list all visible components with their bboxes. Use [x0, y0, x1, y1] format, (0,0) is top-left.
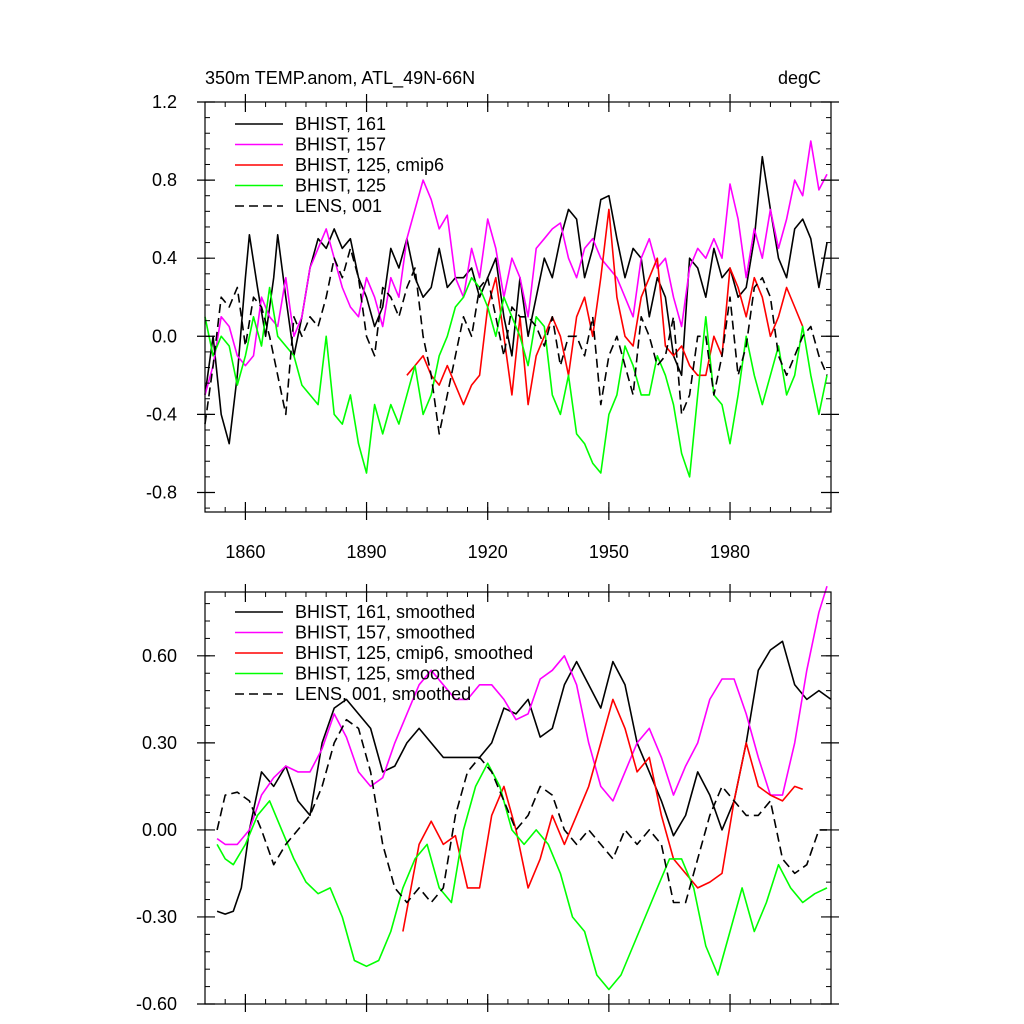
y-tick-label: 0.00 — [142, 820, 177, 840]
series-line-0-3 — [204, 276, 828, 478]
y-tick-label: 0.30 — [142, 733, 177, 753]
plot-frame — [204, 591, 832, 1005]
series-line-1-3 — [216, 762, 828, 991]
legend-label-1: BHIST, 157, smoothed — [295, 623, 475, 643]
series-line-1-1 — [216, 585, 828, 846]
legend-label-3: BHIST, 125, smoothed — [295, 664, 475, 684]
legend-label-1: BHIST, 157 — [295, 135, 386, 155]
top-panel-raw-anomalies: -0.8 -0.4 0.0 0.4 0.8 1.2 1860 1890 1920 1950 1980… — [146, 68, 839, 562]
x-tick-label: 1860 — [225, 542, 265, 562]
y-tick-label: 0.0 — [152, 326, 177, 346]
x-tick-label: 1920 — [468, 542, 508, 562]
y-tick-label: -0.30 — [136, 907, 177, 927]
y-tick-label: 0.60 — [142, 646, 177, 666]
legend-label-4: LENS, 001, smoothed — [295, 684, 471, 704]
legend-label-2: BHIST, 125, cmip6 — [295, 155, 444, 175]
legend-label-2: BHIST, 125, cmip6, smoothed — [295, 643, 533, 663]
y-tick-label: -0.8 — [146, 482, 177, 502]
y-tick-label: -0.60 — [136, 994, 177, 1014]
x-tick-label: 1890 — [347, 542, 387, 562]
series-line-0-2 — [406, 208, 804, 406]
y-tick-label: 0.4 — [152, 248, 177, 268]
chart-units: degC — [778, 68, 821, 88]
legend-label-0: BHIST, 161, smoothed — [295, 602, 475, 622]
y-tick-label: 1.2 — [152, 92, 177, 112]
series-line-1-2 — [402, 698, 803, 932]
series-line-1-0 — [216, 640, 832, 915]
legend-label-0: BHIST, 161 — [295, 114, 386, 134]
bottom-panel-smoothed: -0.60 -0.30 0.00 0.30 0.60 BHIST, 161, smooth… — [136, 584, 839, 1014]
y-tick-label: -0.4 — [146, 404, 177, 424]
plot-frame — [204, 101, 832, 513]
x-tick-label: 1980 — [710, 542, 750, 562]
legend-label-4: LENS, 001 — [295, 196, 382, 216]
series-line-1-4 — [216, 718, 827, 904]
legend-label-3: BHIST, 125 — [295, 176, 386, 196]
x-tick-label: 1950 — [589, 542, 629, 562]
chart-title: 350m TEMP.anom, ATL_49N-66N — [205, 68, 475, 89]
series-line-0-1 — [204, 140, 828, 396]
y-tick-label: 0.8 — [152, 170, 177, 190]
